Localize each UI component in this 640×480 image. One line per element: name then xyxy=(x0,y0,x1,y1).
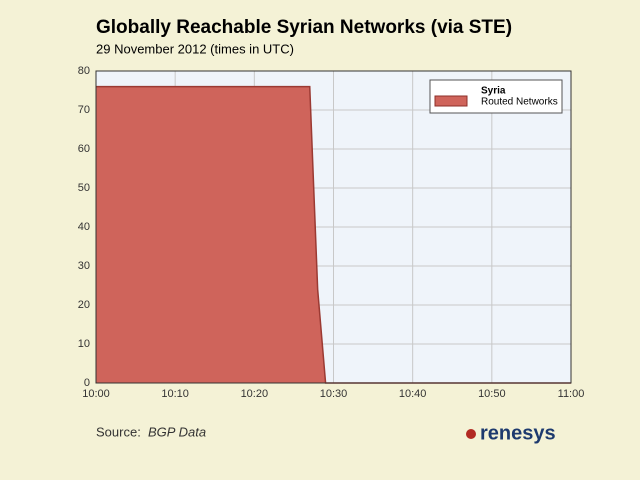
y-tick-label: 60 xyxy=(78,143,90,155)
y-tick-label: 20 xyxy=(78,299,90,311)
legend-label: Routed Networks xyxy=(481,97,558,108)
chart-subtitle: 29 November 2012 (times in UTC) xyxy=(96,41,294,56)
x-tick-label: 10:20 xyxy=(241,388,269,400)
y-tick-label: 40 xyxy=(78,221,90,233)
x-tick-label: 11:00 xyxy=(558,388,585,400)
y-tick-label: 10 xyxy=(78,338,90,350)
logo-dot xyxy=(466,429,476,439)
y-tick-label: 30 xyxy=(78,260,90,272)
y-tick-label: 70 xyxy=(78,104,90,116)
x-tick-label: 10:10 xyxy=(161,388,189,400)
x-tick-label: 10:30 xyxy=(320,388,348,400)
legend: Syria Routed Networks xyxy=(429,79,563,114)
chart-title: Globally Reachable Syrian Networks (via … xyxy=(96,17,512,38)
source-label: Source: xyxy=(96,424,141,439)
legend-swatch xyxy=(434,95,468,107)
x-tick-label: 10:50 xyxy=(478,388,506,400)
y-tick-label: 50 xyxy=(78,182,90,194)
brand: renesys xyxy=(480,422,556,444)
source: BGP Data xyxy=(148,424,206,439)
brand-logo: renesys xyxy=(466,422,556,444)
y-tick-label: 80 xyxy=(78,65,90,77)
y-tick-label: 0 xyxy=(84,377,90,389)
legend-title: Syria xyxy=(481,86,506,97)
x-tick-label: 10:00 xyxy=(82,388,110,400)
plot-frame xyxy=(95,70,572,384)
x-tick-label: 10:40 xyxy=(399,388,427,400)
area-fill xyxy=(96,86,571,383)
